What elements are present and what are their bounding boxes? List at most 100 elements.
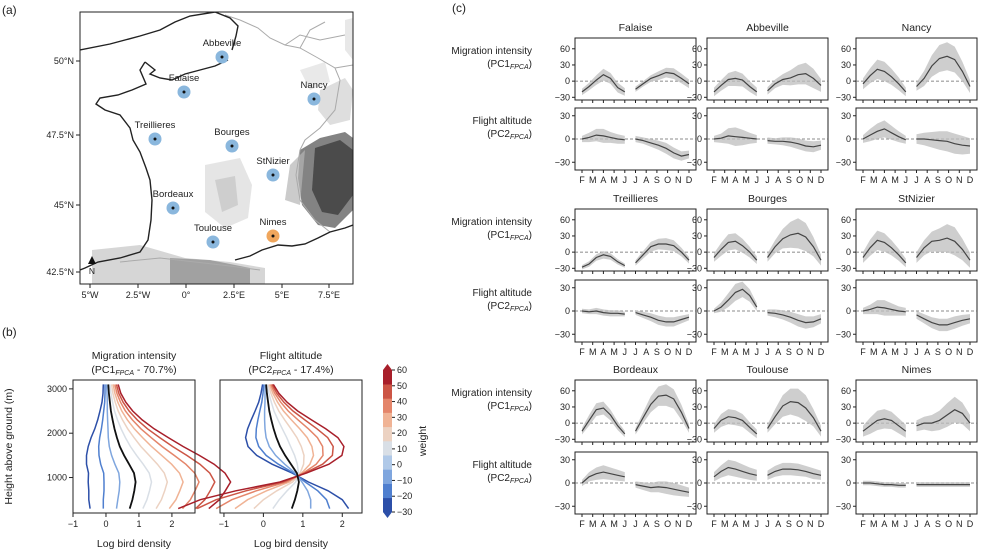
coastlines <box>80 12 353 271</box>
month-label: S <box>654 175 660 185</box>
subplot-altitude: 300−30F M A M J J A S O N D <box>836 279 978 357</box>
month-label: A <box>775 175 781 185</box>
month-label: M <box>610 175 618 185</box>
profile-panels: Migration intensity (PC1FPCA - 70.7%) −1 0 1… <box>3 350 363 550</box>
site-chart-title: Treillieres <box>613 193 658 205</box>
month-label: J <box>914 347 919 357</box>
colorbar-tick-label: 60 <box>397 365 407 375</box>
profile-xlabel: Log bird density <box>254 538 329 550</box>
month-label: S <box>786 519 792 529</box>
ytick-label: 60 <box>841 44 851 54</box>
month-label: D <box>818 347 825 357</box>
ytick-label: 0 <box>846 306 851 316</box>
ytick-label: 0 <box>697 134 702 144</box>
ytick-label: 0 <box>565 478 570 488</box>
month-label: A <box>881 175 887 185</box>
month-label: S <box>654 347 660 357</box>
subplot-intensity: 60 30 0 −30 <box>687 379 829 445</box>
row-label-line1: Migration intensity <box>451 388 532 399</box>
ytick-label: 30 <box>841 60 851 70</box>
spring-line <box>862 239 907 264</box>
profile-chart-pc1: Migration intensity (PC1FPCA - 70.7%) −1 0 1… <box>3 350 232 550</box>
row-label-line2: (PC1FPCA) <box>487 230 532 242</box>
month-label: S <box>654 519 660 529</box>
month-label: A <box>600 347 606 357</box>
profile-ytick-label: 2000 <box>47 428 67 438</box>
profile-line-w10 <box>266 384 300 510</box>
profile-xtick-label: 2 <box>340 519 345 529</box>
month-label: M <box>721 175 729 185</box>
ytick-label: 60 <box>841 215 851 225</box>
month-label: M <box>870 347 878 357</box>
month-label: J <box>633 175 638 185</box>
colorbar-top-arrow <box>383 364 392 370</box>
spring-band <box>714 281 757 314</box>
month-label: S <box>786 175 792 185</box>
site-label: Bourges <box>214 127 250 138</box>
ytick-label: 30 <box>692 455 702 465</box>
site-chart-title: StNizier <box>898 193 935 205</box>
month-label: A <box>775 347 781 357</box>
profile-line-w10 <box>109 384 153 509</box>
autumn-line <box>916 409 971 427</box>
profile-line-w-20 <box>255 384 331 509</box>
month-label: S <box>935 519 941 529</box>
subplot-altitude: 300−30F M A M J J A S O N D <box>687 107 829 185</box>
ytick-label: 0 <box>697 478 702 488</box>
month-label: N <box>675 347 682 357</box>
month-label: J <box>623 519 628 529</box>
site-label: Toulouse <box>194 223 232 234</box>
month-label: A <box>600 175 606 185</box>
colorbar-tick-label: 0 <box>397 460 402 470</box>
ytick-label: −30 <box>687 157 702 167</box>
weight-colorbar: 60 50 40 30 20 10 0 −10 −20 −30 weight <box>383 364 429 518</box>
colorbar-tick-label: 20 <box>397 428 407 438</box>
ytick-label: 30 <box>560 111 570 121</box>
ytick-label: −30 <box>687 263 702 273</box>
colorbar-tick-label: −10 <box>397 475 412 485</box>
autumn-band <box>916 311 970 332</box>
month-label: M <box>589 347 597 357</box>
ytick-label: 30 <box>560 60 570 70</box>
lat-tick-label: 47.5°N <box>46 130 74 140</box>
profile-title: Migration intensity <box>92 350 177 362</box>
site-nimes: Nimes <box>260 217 287 243</box>
profile-xtick-label: −1 <box>219 519 229 529</box>
month-label: M <box>742 175 750 185</box>
profile-mean-line <box>107 384 137 509</box>
profile-lines <box>85 384 232 510</box>
profile-line-w-30 <box>85 384 105 509</box>
month-label: F <box>711 175 717 185</box>
autumn-band <box>635 481 689 497</box>
ytick-label: 30 <box>560 402 570 412</box>
month-label: N <box>675 519 682 529</box>
lat-tick-label: 50°N <box>54 56 74 66</box>
row-label-line1: Flight altitude <box>473 288 533 299</box>
map-frame <box>79 11 354 285</box>
profile-line-w40 <box>215 384 324 510</box>
month-label: M <box>870 175 878 185</box>
month-label: J <box>755 347 760 357</box>
ytick-label: 60 <box>692 44 702 54</box>
autumn-line <box>916 138 971 147</box>
map-ticks: 50°N 47.5°N 45°N 42.5°N 5°W 2.5°W 0° 2.5°E 5°E 7.… <box>46 56 340 300</box>
subplot-intensity: 60 30 0 −30 <box>555 379 697 445</box>
profile-xtick-label: 1 <box>136 519 141 529</box>
spring-line <box>581 310 625 315</box>
ytick-label: 0 <box>565 134 570 144</box>
ytick-label: −30 <box>555 329 570 339</box>
autumn-band <box>635 384 689 435</box>
month-label: N <box>675 175 682 185</box>
profile-line-w30 <box>234 384 315 510</box>
lon-tick-label: 5°E <box>275 290 290 300</box>
site-dot <box>220 55 224 59</box>
spring-line <box>713 466 757 478</box>
lat-tick-label: 42.5°N <box>46 267 74 277</box>
site-falaise: Falaise <box>169 73 199 99</box>
month-label: A <box>600 519 606 529</box>
row-label-line2: (PC2FPCA) <box>487 473 532 485</box>
autumn-line <box>767 232 822 261</box>
spring-line <box>581 407 626 435</box>
subplot-intensity: 60 30 0 −30 <box>555 208 697 274</box>
lon-tick-label: 2.5°W <box>126 290 151 300</box>
